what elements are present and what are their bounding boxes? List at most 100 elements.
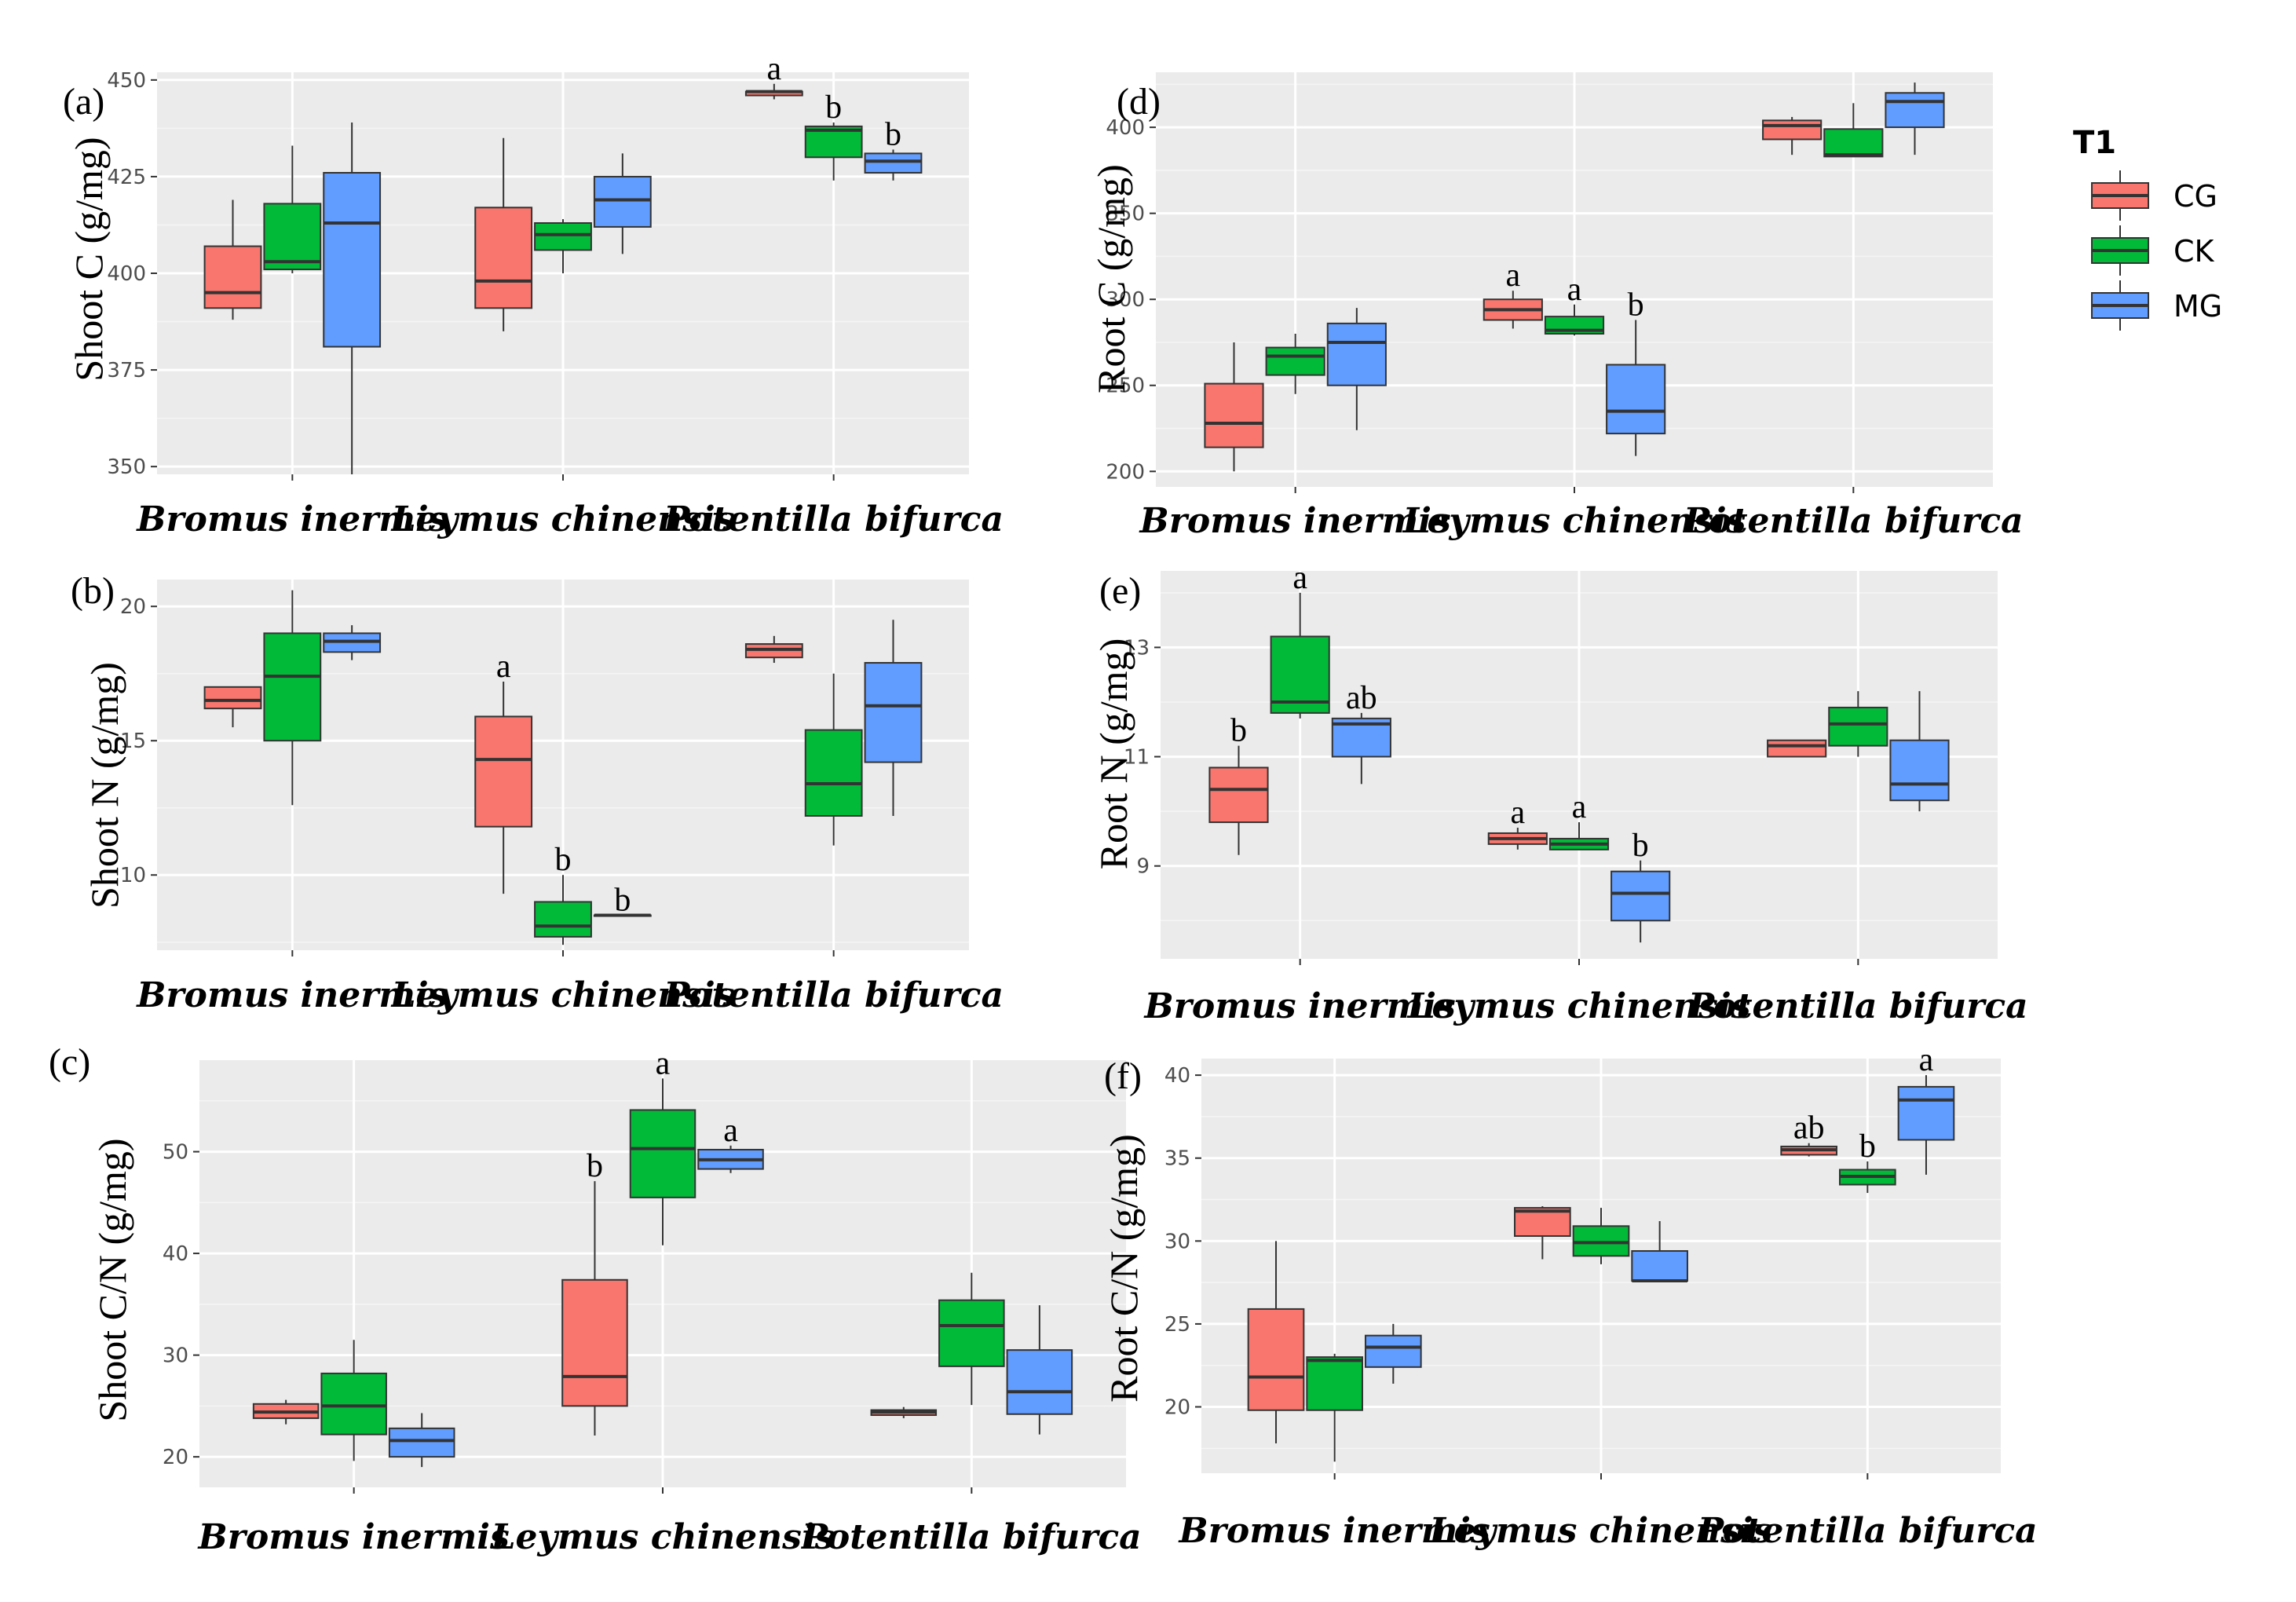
- significance-letter: a: [656, 1045, 671, 1081]
- box-cg: [252, 1399, 320, 1425]
- box-mg: b: [864, 116, 923, 181]
- box-cg: a: [474, 649, 533, 894]
- box-body: [1006, 1349, 1073, 1415]
- significance-letter: b: [1230, 713, 1247, 749]
- category-label: Potentilla bifurca: [800, 1517, 1142, 1557]
- box-cg: a: [1483, 258, 1543, 329]
- box-cg: [1204, 342, 1264, 472]
- legend-label: CG: [2174, 179, 2217, 214]
- box-body: [804, 729, 863, 817]
- panel-tag: (e): [1099, 570, 1141, 612]
- box-cg: [203, 199, 262, 320]
- box-cg: b: [561, 1148, 628, 1436]
- category-label: Potentilla bifurca: [1682, 501, 2024, 541]
- category-label: Bromus inermis: [197, 1517, 510, 1557]
- significance-letter: b: [587, 1148, 603, 1184]
- box-cg: [1514, 1205, 1571, 1260]
- box-body: [561, 1278, 628, 1407]
- box-body: [1270, 635, 1330, 714]
- box-body: [1631, 1249, 1688, 1282]
- box-cg: [203, 686, 262, 728]
- panel-tag: (b): [71, 570, 115, 612]
- significance-letter: a: [723, 1113, 738, 1149]
- y-tick-label: 350: [107, 455, 146, 479]
- box-mg: [323, 123, 382, 474]
- y-tick-label: 200: [1106, 460, 1145, 484]
- legend-items: CG CK MG: [2091, 170, 2222, 331]
- box-body: [203, 245, 262, 309]
- y-tick-label: 30: [1164, 1230, 1190, 1253]
- legend-label: CK: [2174, 234, 2215, 269]
- category-label: Leymus chinensis: [390, 975, 735, 1015]
- box-ck: a: [1544, 272, 1605, 336]
- category-label: Potentilla bifurca: [662, 975, 1004, 1015]
- legend-label: MG: [2174, 289, 2222, 324]
- box-mg: [1885, 82, 1945, 155]
- significance-letter: ab: [1793, 1110, 1825, 1147]
- y-tick-label: 35: [1164, 1147, 1190, 1171]
- box-cg: [1247, 1241, 1305, 1443]
- box-mg: [323, 625, 382, 660]
- category-label: Leymus chinensis: [490, 1517, 835, 1557]
- category-label: Bromus inermis: [1143, 986, 1456, 1026]
- box-body: [1326, 322, 1387, 386]
- box-body: [534, 222, 592, 251]
- significance-letter: a: [1505, 258, 1520, 294]
- box-cg: [1767, 739, 1827, 758]
- box-body: [323, 172, 382, 348]
- significance-letter: b: [1632, 828, 1649, 864]
- box-ck: [804, 673, 863, 846]
- box-cg: [870, 1406, 938, 1418]
- box-body: [203, 686, 262, 710]
- box-cg: [474, 137, 533, 331]
- panel-tag: (a): [63, 81, 104, 123]
- box-cg: a: [744, 51, 803, 100]
- y-axis-title: Root C (g/mg): [1089, 164, 1133, 393]
- box-ck: [1828, 691, 1888, 757]
- significance-letter: ab: [1346, 680, 1377, 716]
- box-mg: [593, 153, 652, 254]
- box-ck: [1823, 103, 1884, 158]
- box-ck: a: [1270, 560, 1330, 719]
- box-mg: [388, 1413, 455, 1468]
- box-body: [1306, 1356, 1363, 1411]
- box-mg: [864, 620, 923, 816]
- y-tick-label: 13: [1124, 636, 1150, 660]
- box-ck: [938, 1272, 1005, 1406]
- legend-title: T1: [2073, 125, 2116, 161]
- box-cg: a: [1487, 795, 1548, 850]
- significance-letter: b: [1628, 287, 1644, 323]
- y-tick-label: 9: [1136, 855, 1150, 879]
- box-body: [938, 1299, 1005, 1367]
- panel-tag: (c): [49, 1041, 90, 1083]
- box-body: [1828, 706, 1888, 747]
- y-tick-label: 15: [120, 730, 146, 753]
- category-label: Leymus chinensis: [390, 499, 735, 539]
- y-tick-label: 11: [1124, 746, 1150, 770]
- box-body: [1762, 119, 1823, 141]
- box-ck: [1572, 1208, 1630, 1264]
- y-tick-label: 40: [1164, 1064, 1190, 1088]
- significance-letter: a: [1919, 1042, 1934, 1078]
- y-axis-title: Root N (g/mg): [1091, 638, 1135, 869]
- category-label: Bromus inermis: [1178, 1511, 1490, 1551]
- box-mg: a: [1897, 1042, 1955, 1175]
- box-body: [263, 203, 322, 271]
- box-body: [864, 152, 923, 174]
- significance-letter: b: [555, 842, 572, 878]
- box-body: [474, 207, 533, 309]
- box-ck: b: [804, 90, 863, 181]
- category-label: Leymus chinensis: [1402, 501, 1746, 541]
- significance-letter: a: [1567, 272, 1582, 308]
- category-label: Bromus inermis: [135, 499, 448, 539]
- box-body: [1889, 739, 1950, 802]
- box-ck: b: [1839, 1128, 1896, 1194]
- box-body: [1885, 92, 1945, 129]
- y-tick-label: 400: [107, 262, 146, 286]
- box-cg: [1762, 116, 1823, 155]
- box-mg: b: [1606, 287, 1666, 456]
- y-tick-label: 400: [1106, 116, 1145, 140]
